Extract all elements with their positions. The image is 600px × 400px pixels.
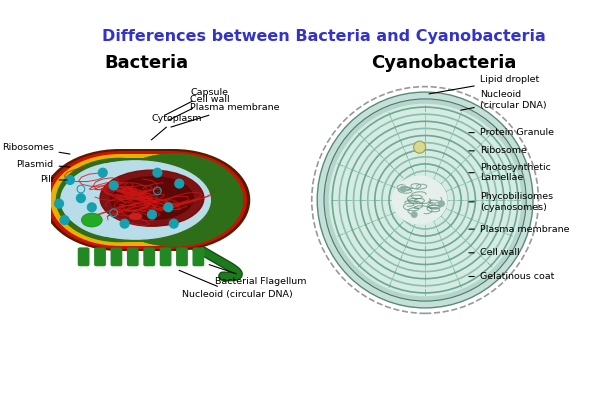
FancyBboxPatch shape: [23, 159, 41, 168]
Text: Cell wall: Cell wall: [469, 248, 520, 257]
Ellipse shape: [120, 219, 129, 228]
Ellipse shape: [43, 149, 196, 251]
Ellipse shape: [169, 219, 178, 228]
Ellipse shape: [105, 154, 242, 246]
Bar: [119, 151, 174, 249]
Ellipse shape: [77, 194, 85, 202]
Ellipse shape: [82, 213, 102, 227]
Text: Phycobilisomes
(cyanosomes): Phycobilisomes (cyanosomes): [469, 192, 553, 212]
Ellipse shape: [55, 199, 64, 208]
Text: Lipid droplet: Lipid droplet: [429, 75, 539, 94]
Ellipse shape: [439, 201, 444, 206]
Ellipse shape: [110, 158, 237, 242]
Text: Gelatinous coat: Gelatinous coat: [469, 272, 554, 281]
Text: Cytoplasm: Cytoplasm: [151, 114, 202, 140]
Ellipse shape: [97, 149, 250, 251]
Ellipse shape: [148, 210, 156, 219]
Text: Nucleoid (circular DNA): Nucleoid (circular DNA): [179, 270, 293, 299]
Ellipse shape: [401, 186, 406, 192]
FancyBboxPatch shape: [193, 248, 203, 266]
Bar: [119, 158, 174, 242]
Text: Ribosome: Ribosome: [469, 146, 527, 155]
FancyBboxPatch shape: [160, 248, 171, 266]
FancyBboxPatch shape: [23, 177, 41, 186]
Text: Bacterial Flagellum: Bacterial Flagellum: [209, 265, 306, 286]
Ellipse shape: [117, 162, 230, 238]
Ellipse shape: [412, 212, 417, 217]
Text: Capsule: Capsule: [166, 88, 228, 115]
Text: Pili: Pili: [40, 176, 67, 184]
Text: Differences between Bacteria and Cyanobacteria: Differences between Bacteria and Cyanoba…: [102, 29, 546, 44]
FancyBboxPatch shape: [23, 232, 41, 241]
Text: Ribosomes: Ribosomes: [2, 143, 70, 154]
Ellipse shape: [324, 99, 526, 301]
Ellipse shape: [317, 92, 533, 308]
Ellipse shape: [62, 162, 176, 238]
Ellipse shape: [65, 176, 74, 184]
Text: Protein Granule: Protein Granule: [469, 128, 554, 137]
Ellipse shape: [130, 214, 142, 219]
Bar: [119, 154, 174, 246]
Ellipse shape: [56, 158, 182, 242]
Ellipse shape: [164, 203, 173, 212]
Ellipse shape: [46, 151, 193, 249]
FancyBboxPatch shape: [95, 248, 105, 266]
Bar: [119, 162, 174, 238]
FancyBboxPatch shape: [144, 248, 154, 266]
FancyBboxPatch shape: [177, 248, 187, 266]
Ellipse shape: [98, 168, 107, 177]
FancyBboxPatch shape: [128, 248, 138, 266]
Ellipse shape: [329, 104, 521, 296]
Ellipse shape: [392, 176, 447, 224]
Text: Cell wall: Cell wall: [168, 95, 230, 120]
FancyBboxPatch shape: [23, 148, 41, 157]
FancyBboxPatch shape: [23, 188, 41, 197]
Text: Cyanobacteria: Cyanobacteria: [371, 54, 517, 72]
Ellipse shape: [110, 158, 237, 242]
FancyBboxPatch shape: [23, 243, 41, 252]
Text: Plasma membrane: Plasma membrane: [469, 225, 569, 234]
Ellipse shape: [88, 203, 96, 212]
Text: Photosynthetic
Lamellae: Photosynthetic Lamellae: [469, 163, 551, 182]
Ellipse shape: [109, 181, 118, 190]
FancyBboxPatch shape: [23, 221, 41, 230]
FancyBboxPatch shape: [23, 199, 41, 208]
FancyBboxPatch shape: [79, 248, 89, 266]
Text: Plasma membrane: Plasma membrane: [171, 103, 280, 127]
Text: Plasmid: Plasmid: [16, 160, 70, 169]
Text: Bacteria: Bacteria: [104, 54, 188, 72]
Ellipse shape: [61, 161, 210, 239]
Bar: [119, 149, 174, 251]
Ellipse shape: [60, 216, 69, 224]
Ellipse shape: [105, 154, 242, 246]
FancyBboxPatch shape: [111, 248, 122, 266]
Ellipse shape: [50, 154, 188, 246]
Ellipse shape: [413, 141, 425, 153]
Ellipse shape: [175, 179, 184, 188]
Text: Nucleoid
(circular DNA): Nucleoid (circular DNA): [461, 90, 547, 110]
FancyBboxPatch shape: [23, 210, 41, 219]
Ellipse shape: [105, 154, 242, 246]
Ellipse shape: [100, 170, 204, 226]
Ellipse shape: [101, 151, 247, 249]
Ellipse shape: [153, 168, 162, 177]
Ellipse shape: [110, 177, 193, 220]
